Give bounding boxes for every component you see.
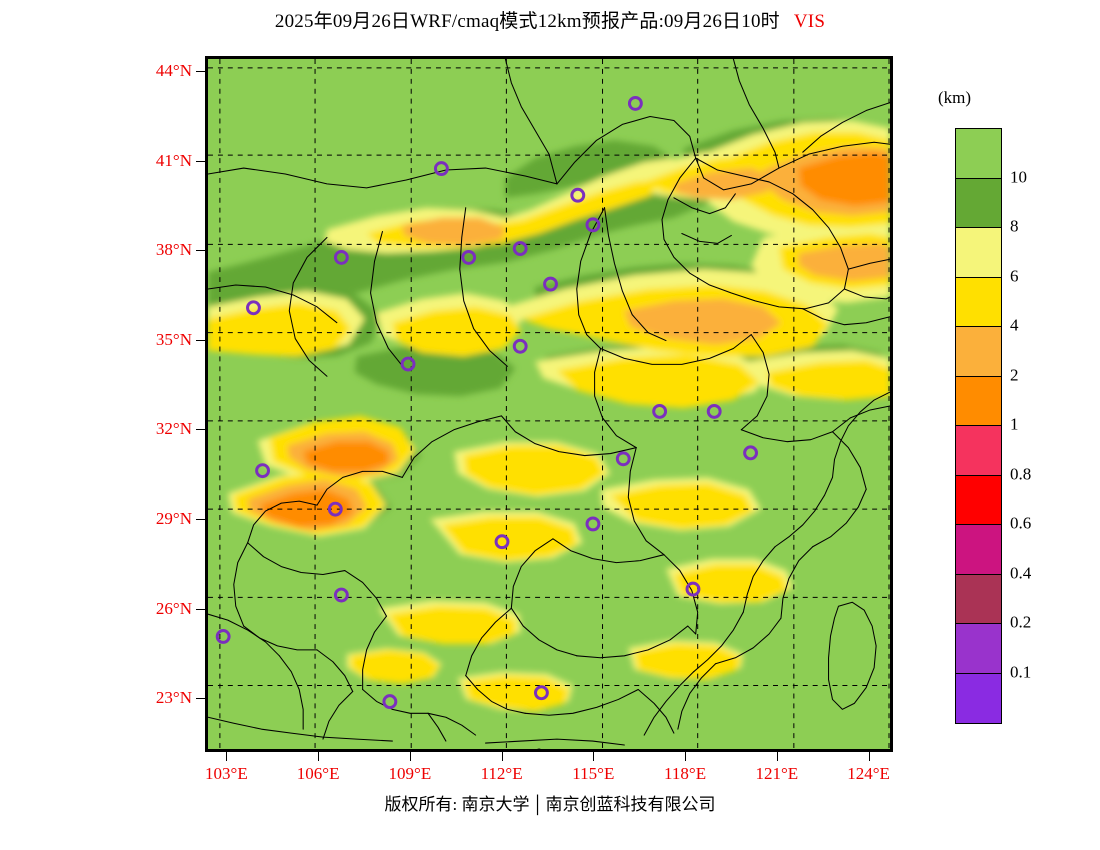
x-axis-label: 118°E	[664, 764, 707, 783]
y-axis-label: 38°N	[155, 240, 192, 260]
y-axis-label: 26°N	[155, 598, 192, 618]
colorbar-label: 10	[1010, 167, 1027, 187]
y-axis-label: 23°N	[155, 688, 192, 708]
visibility-contour-map	[208, 59, 890, 749]
footer-separator: │	[531, 795, 544, 814]
map-plot-area[interactable]	[205, 56, 893, 752]
city-marker[interactable]	[494, 534, 510, 550]
colorbar-band	[956, 475, 1001, 525]
chart-title: 2025年09月26日WRF/cmaq模式12km预报产品:09月26日10时 V…	[0, 6, 1100, 33]
city-marker[interactable]	[615, 451, 631, 467]
y-tick	[196, 519, 205, 520]
title-variable: VIS	[793, 11, 826, 32]
administrative-boundaries	[208, 59, 890, 749]
x-tick	[776, 752, 778, 761]
city-marker[interactable]	[743, 445, 759, 461]
company-name: 南京创蓝科技有限公司	[545, 795, 716, 814]
colorbar-label: 0.2	[1010, 612, 1032, 632]
city-marker[interactable]	[327, 501, 343, 517]
colorbar-band	[956, 426, 1001, 476]
colorbar-label: 6	[1010, 266, 1019, 286]
x-axis-label: 115°E	[572, 764, 615, 783]
contour-bands	[208, 118, 890, 712]
colorbar[interactable]	[955, 128, 1002, 724]
city-marker[interactable]	[706, 403, 722, 419]
colorbar-band	[956, 178, 1001, 228]
x-axis-label: 124°E	[847, 764, 890, 783]
x-tick	[868, 752, 870, 761]
city-marker[interactable]	[543, 276, 558, 292]
y-tick	[196, 70, 205, 72]
copyright-footer: 版权所有: 南京大学 │ 南京创蓝科技有限公司	[0, 790, 1100, 815]
y-tick	[196, 250, 205, 252]
colorbar-label: 0.4	[1010, 563, 1032, 583]
x-axis-label: 106°E	[296, 764, 340, 783]
colorbar-label: 2	[1010, 365, 1019, 385]
graticule-gridlines	[208, 59, 890, 749]
y-tick	[196, 339, 205, 341]
city-marker[interactable]	[333, 249, 349, 265]
x-axis-label: 121°E	[755, 764, 799, 783]
city-marker[interactable]	[333, 587, 349, 603]
x-tick	[226, 752, 228, 761]
colorbar-label: 0.8	[1010, 464, 1032, 484]
colorbar-label: 0.1	[1010, 662, 1032, 682]
city-marker[interactable]	[627, 95, 643, 111]
colorbar-label: 0.6	[1010, 513, 1032, 533]
colorbar-unit-label: (km)	[938, 88, 972, 107]
city-marker[interactable]	[585, 217, 601, 233]
city-marker[interactable]	[512, 241, 528, 256]
city-marker[interactable]	[461, 249, 477, 265]
y-axis-label: 32°N	[155, 419, 192, 439]
x-axis-label: 109°E	[388, 764, 432, 783]
city-marker[interactable]	[585, 516, 601, 532]
city-marker[interactable]	[400, 356, 416, 372]
y-tick	[196, 160, 205, 162]
x-axis-label: 112°E	[480, 764, 523, 783]
colorbar-label: 1	[1010, 414, 1019, 434]
city-marker[interactable]	[533, 685, 549, 701]
colorbar-band	[956, 129, 1001, 179]
y-axis-label: 41°N	[155, 150, 192, 170]
city-marker[interactable]	[512, 338, 528, 354]
city-marker[interactable]	[685, 581, 701, 597]
x-tick	[501, 752, 503, 761]
colorbar-label: 4	[1010, 315, 1019, 335]
city-marker-group[interactable]	[215, 95, 759, 710]
x-tick	[593, 752, 595, 761]
city-marker[interactable]	[652, 403, 668, 419]
city-marker[interactable]	[255, 463, 270, 479]
colorbar-band	[956, 673, 1001, 723]
x-axis-label: 103°E	[205, 764, 248, 783]
title-text: 2025年09月26日WRF/cmaq模式12km预报产品:09月26日10时	[274, 11, 780, 32]
y-axis-label: 29°N	[155, 509, 192, 528]
colorbar-band	[956, 525, 1001, 575]
x-tick	[409, 752, 411, 761]
colorbar-label: 8	[1010, 216, 1019, 236]
colorbar-band	[956, 277, 1001, 327]
y-axis-label: 44°N	[155, 60, 192, 80]
city-marker[interactable]	[570, 187, 586, 203]
colorbar-band	[956, 574, 1001, 624]
y-axis-label: 35°N	[155, 329, 192, 349]
y-tick	[196, 608, 205, 610]
city-marker[interactable]	[215, 629, 231, 644]
y-tick	[196, 429, 205, 431]
y-tick	[196, 698, 205, 700]
colorbar-band	[956, 228, 1001, 278]
city-marker[interactable]	[433, 161, 449, 177]
city-marker[interactable]	[382, 694, 398, 710]
colorbar-band	[956, 327, 1001, 377]
copyright-owner: 版权所有: 南京大学	[384, 795, 530, 814]
colorbar-band	[956, 376, 1001, 426]
x-tick	[685, 752, 687, 761]
city-marker[interactable]	[246, 300, 261, 316]
colorbar-band	[956, 624, 1001, 674]
x-tick	[318, 752, 320, 761]
